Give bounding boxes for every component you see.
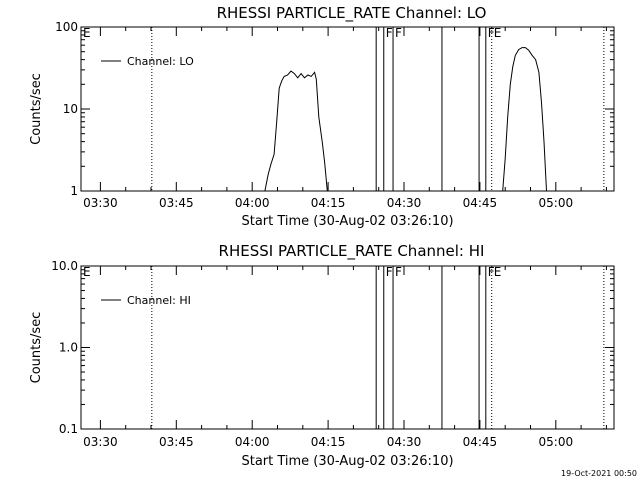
flag-label: F (488, 26, 495, 40)
x-tick-label: 04:00 (235, 196, 270, 210)
chart-title: RHESSI PARTICLE_RATE Channel: LO (217, 4, 487, 23)
x-tick-label: 04:15 (311, 435, 346, 449)
y-tick-label: 100 (55, 20, 78, 34)
legend-label: Channel: LO (127, 55, 194, 68)
flag-label: F (386, 26, 393, 40)
plot-frame (80, 26, 615, 192)
x-tick-label: 03:45 (159, 435, 194, 449)
x-tick-label: 04:00 (235, 435, 270, 449)
y-tick-label: 10.0 (51, 259, 78, 273)
x-tick-label: 05:00 (539, 196, 574, 210)
y-tick-label: 0.1 (59, 422, 78, 436)
x-tick-label: 04:15 (311, 196, 346, 210)
flag-label: F (395, 26, 402, 40)
flag-label: E (83, 265, 91, 279)
x-tick-label: 04:30 (387, 196, 422, 210)
x-axis-label: Start Time (30-Aug-02 03:26:10) (241, 214, 453, 229)
flag-label: E (494, 265, 502, 279)
x-axis-label: Start Time (30-Aug-02 03:26:10) (241, 454, 453, 469)
flag-label: F (386, 265, 393, 279)
flag-label: E (494, 26, 502, 40)
plot-timestamp: 19-Oct-2021 00:50 (561, 469, 637, 478)
flag-label: E (83, 26, 91, 40)
flag-label: F (395, 265, 402, 279)
x-tick-label: 05:00 (539, 435, 574, 449)
flag-label: F (488, 265, 495, 279)
data-series-line (264, 70, 328, 192)
x-tick-label: 03:45 (159, 196, 194, 210)
y-axis-label: Counts/sec (29, 73, 44, 145)
x-tick-label: 03:30 (83, 196, 118, 210)
legend-label: Channel: HI (127, 294, 191, 307)
y-axis-label: Counts/sec (29, 312, 44, 384)
y-tick-label: 10 (63, 102, 78, 116)
x-tick-label: 03:30 (83, 435, 118, 449)
x-tick-label: 04:30 (387, 435, 422, 449)
y-tick-label: 1 (70, 184, 78, 198)
plot-frame (80, 265, 615, 430)
x-tick-label: 04:45 (463, 196, 498, 210)
x-tick-label: 04:45 (463, 435, 498, 449)
chart-title: RHESSI PARTICLE_RATE Channel: HI (219, 242, 485, 261)
y-tick-label: 1.0 (59, 341, 78, 355)
data-series-line (502, 47, 547, 192)
